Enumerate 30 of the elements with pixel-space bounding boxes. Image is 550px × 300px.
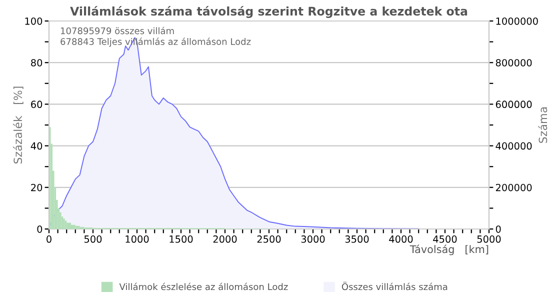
y-tick-label: 60 bbox=[31, 100, 42, 108]
x-tick-label: 2000 bbox=[213, 235, 237, 243]
x-tick-label: 1500 bbox=[170, 235, 193, 243]
x-tick-label: 0 bbox=[46, 235, 52, 243]
y-tick-label: 0 bbox=[37, 225, 42, 233]
x-axis-title: Távolság [km] bbox=[410, 244, 488, 256]
y2-axis-title: Száma bbox=[538, 107, 548, 143]
x-tick-label: 5000 bbox=[477, 235, 501, 243]
y-tick-label: 100 bbox=[25, 17, 42, 25]
y2-tick-label: 800000 bbox=[496, 59, 532, 66]
x-tick-label: 4000 bbox=[389, 235, 413, 243]
y-tick-label: 80 bbox=[31, 59, 42, 66]
y2-tick-label: 200000 bbox=[496, 184, 532, 192]
x-tick-label: 4500 bbox=[433, 235, 457, 243]
legend-label: Villámok észlelése az állomáson Lodz bbox=[119, 282, 288, 290]
y2-tick-label: 400000 bbox=[496, 142, 532, 150]
y2-tick-label: 600000 bbox=[496, 100, 532, 108]
x-tick-label: 3000 bbox=[301, 235, 325, 243]
annotation: 107895979 összes villám bbox=[60, 26, 174, 34]
x-tick-label: 2500 bbox=[257, 235, 281, 243]
x-tick-label: 3500 bbox=[345, 235, 369, 243]
y-tick-label: 40 bbox=[30, 142, 42, 150]
legend-label: Összes villámlás száma bbox=[342, 282, 448, 290]
chart-title: Villámlások száma távolság szerint Rogzitve a kezdetek ota bbox=[70, 6, 468, 18]
x-tick-label: 500 bbox=[84, 235, 102, 243]
y-axis-title: Százalék [%] bbox=[12, 86, 24, 164]
y2-tick-label: 1000000 bbox=[496, 17, 538, 25]
x-tick-label: 1000 bbox=[126, 235, 149, 243]
y-tick-label: 20 bbox=[31, 184, 42, 192]
y2-tick-label: 0 bbox=[496, 225, 501, 233]
